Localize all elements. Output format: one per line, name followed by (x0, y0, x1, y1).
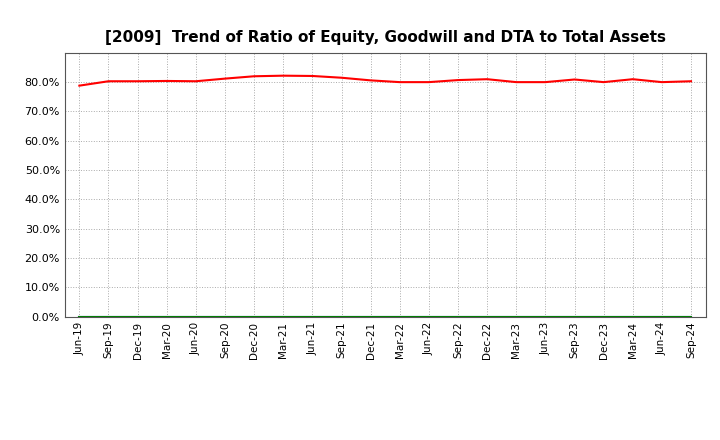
Equity (279, 73, 287, 78)
Deferred Tax Assets (454, 314, 462, 319)
Equity (454, 77, 462, 83)
Goodwill (454, 314, 462, 319)
Goodwill (629, 314, 637, 319)
Deferred Tax Assets (629, 314, 637, 319)
Equity (629, 77, 637, 82)
Equity (657, 80, 666, 85)
Equity (366, 78, 375, 83)
Equity (687, 79, 696, 84)
Goodwill (250, 314, 258, 319)
Deferred Tax Assets (75, 314, 84, 319)
Deferred Tax Assets (512, 314, 521, 319)
Equity (599, 80, 608, 85)
Equity (250, 73, 258, 79)
Goodwill (366, 314, 375, 319)
Goodwill (75, 314, 84, 319)
Deferred Tax Assets (395, 314, 404, 319)
Goodwill (425, 314, 433, 319)
Equity (163, 78, 171, 84)
Deferred Tax Assets (192, 314, 200, 319)
Equity (483, 77, 492, 82)
Deferred Tax Assets (163, 314, 171, 319)
Deferred Tax Assets (308, 314, 317, 319)
Equity (512, 80, 521, 85)
Deferred Tax Assets (366, 314, 375, 319)
Equity (308, 73, 317, 79)
Deferred Tax Assets (337, 314, 346, 319)
Equity (570, 77, 579, 82)
Goodwill (687, 314, 696, 319)
Equity (133, 79, 142, 84)
Line: Equity: Equity (79, 76, 691, 86)
Equity (425, 80, 433, 85)
Goodwill (308, 314, 317, 319)
Deferred Tax Assets (104, 314, 113, 319)
Equity (192, 79, 200, 84)
Equity (220, 76, 229, 81)
Goodwill (192, 314, 200, 319)
Equity (337, 75, 346, 81)
Deferred Tax Assets (425, 314, 433, 319)
Goodwill (337, 314, 346, 319)
Deferred Tax Assets (687, 314, 696, 319)
Deferred Tax Assets (220, 314, 229, 319)
Equity (541, 80, 550, 85)
Goodwill (512, 314, 521, 319)
Goodwill (220, 314, 229, 319)
Goodwill (599, 314, 608, 319)
Goodwill (104, 314, 113, 319)
Deferred Tax Assets (483, 314, 492, 319)
Goodwill (570, 314, 579, 319)
Goodwill (541, 314, 550, 319)
Goodwill (483, 314, 492, 319)
Title: [2009]  Trend of Ratio of Equity, Goodwill and DTA to Total Assets: [2009] Trend of Ratio of Equity, Goodwil… (104, 29, 666, 45)
Equity (104, 79, 113, 84)
Goodwill (279, 314, 287, 319)
Deferred Tax Assets (133, 314, 142, 319)
Goodwill (395, 314, 404, 319)
Deferred Tax Assets (541, 314, 550, 319)
Deferred Tax Assets (657, 314, 666, 319)
Equity (395, 80, 404, 85)
Goodwill (163, 314, 171, 319)
Goodwill (133, 314, 142, 319)
Goodwill (657, 314, 666, 319)
Equity (75, 83, 84, 88)
Deferred Tax Assets (570, 314, 579, 319)
Deferred Tax Assets (599, 314, 608, 319)
Deferred Tax Assets (279, 314, 287, 319)
Deferred Tax Assets (250, 314, 258, 319)
